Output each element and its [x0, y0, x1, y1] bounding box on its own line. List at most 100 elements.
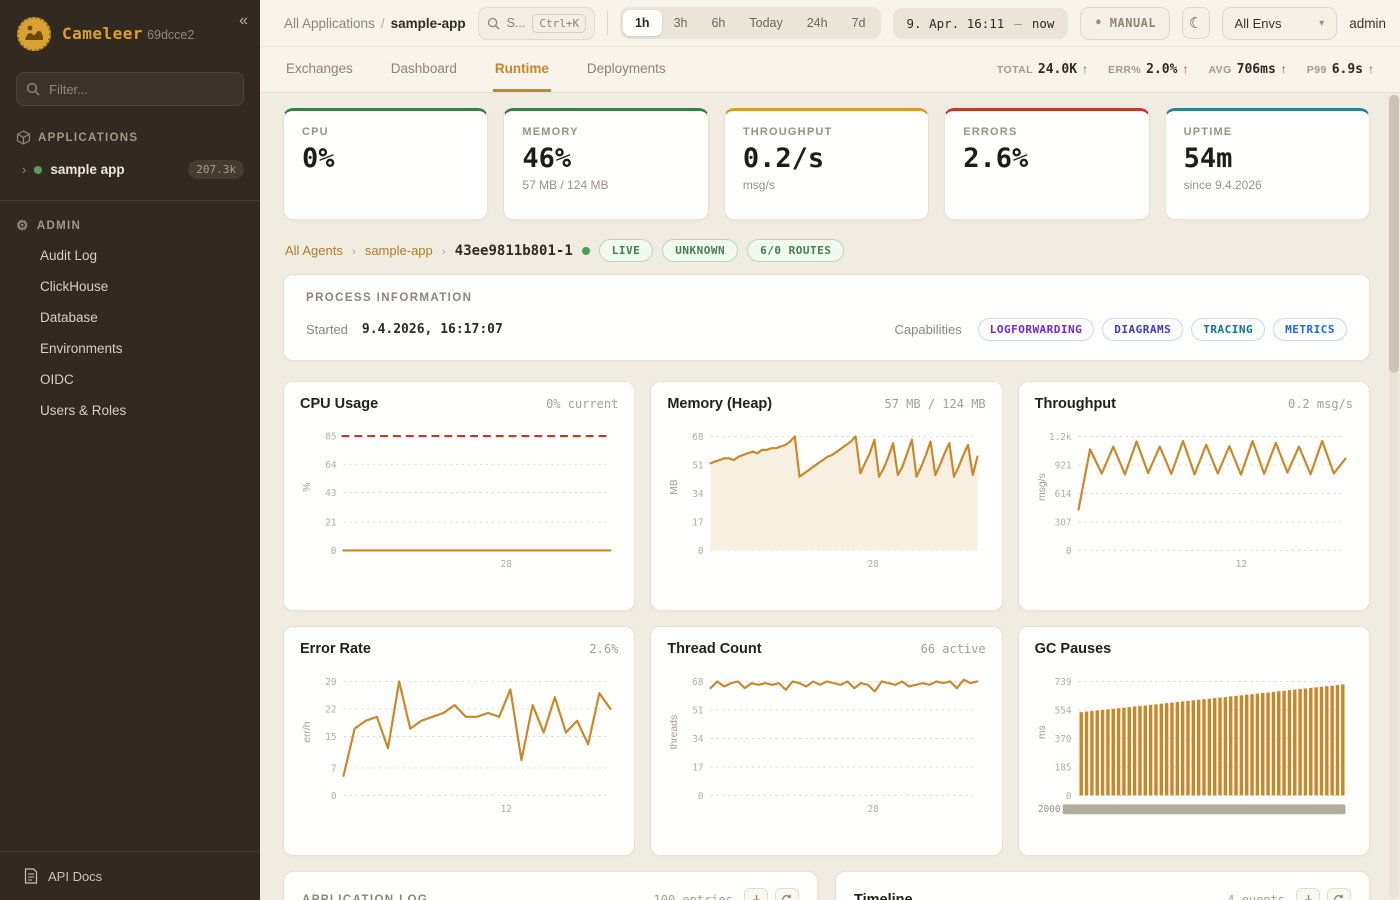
- agent-breadcrumb-bar: All Agents › sample-app › 43ee9811b801-1 LIVE…: [285, 239, 1370, 262]
- search-shortcut-kbd: Ctrl+K: [532, 13, 587, 33]
- breadcrumb-all-applications[interactable]: All Applications: [284, 15, 375, 31]
- range-separator: —: [1014, 15, 1022, 31]
- stat-total: TOTAL 24.0K ↑: [997, 62, 1088, 77]
- tab-dashboard[interactable]: Dashboard: [390, 60, 457, 76]
- sidebar-item-audit-log[interactable]: Audit Log: [40, 248, 98, 263]
- svg-text:err/h: err/h: [302, 721, 313, 743]
- chart-title: CPU Usage: [300, 396, 379, 412]
- api-docs-label: API Docs: [48, 868, 103, 884]
- stat-value: 6.9s: [1331, 62, 1363, 77]
- trend-up-icon: ↑: [1082, 62, 1089, 76]
- global-search-button[interactable]: S... Ctrl+K: [477, 6, 596, 40]
- chart-header: CPU Usage 0% current: [300, 396, 618, 412]
- agent-breadcrumb-sample-app[interactable]: sample-app: [364, 243, 433, 258]
- stat-label: TOTAL: [996, 64, 1033, 76]
- svg-text:0: 0: [1066, 546, 1072, 557]
- manual-refresh-button[interactable]: • MANUAL: [1080, 6, 1171, 40]
- application-log-panel: APPLICATION LOG 100 entries: [283, 871, 818, 900]
- sidebar-item-sample-app[interactable]: › sample app 207.3k: [0, 151, 260, 188]
- tab-deployments[interactable]: Deployments: [586, 60, 666, 76]
- capability-logforwarding: LOGFORWARDING: [977, 318, 1095, 341]
- range-7d[interactable]: 7d: [840, 10, 878, 36]
- summary-stats: TOTAL 24.0K ↑ ERR% 2.0% ↑ AVG 706ms ↑ P99 6.9s ↑: [997, 47, 1374, 92]
- metric-card-memory: MEMORY 46% 57 MB / 124 MB: [503, 108, 709, 220]
- metric-card-cpu: CPU 0%: [283, 108, 489, 220]
- sidebar-item-oidc[interactable]: OIDC: [40, 372, 74, 387]
- svg-text:43: 43: [325, 488, 336, 499]
- download-button[interactable]: [744, 888, 768, 900]
- range-today[interactable]: Today: [737, 10, 794, 36]
- svg-text:739: 739: [1054, 677, 1071, 688]
- topbar: All Applications / sample-app S... Ctrl+K …: [260, 0, 1400, 47]
- svg-text:ms: ms: [1037, 725, 1048, 739]
- metric-label: ERRORS: [963, 126, 1018, 138]
- sidebar-item-clickhouse[interactable]: ClickHouse: [40, 279, 109, 294]
- search-icon: [487, 17, 500, 30]
- status-dot-icon: [34, 165, 43, 174]
- gear-icon: ⚙: [16, 217, 30, 233]
- user-menu[interactable]: admin: [1349, 15, 1386, 31]
- svg-text:28: 28: [501, 559, 513, 570]
- sidebar-footer: API Docs: [0, 851, 260, 900]
- agent-badge-6-0-routes: 6/0 ROUTES: [747, 239, 845, 262]
- svg-text:34: 34: [693, 489, 705, 500]
- svg-text:17: 17: [693, 517, 704, 528]
- vertical-scrollbar[interactable]: [1389, 94, 1399, 898]
- tab-runtime[interactable]: Runtime: [492, 47, 551, 92]
- chevron-right-icon[interactable]: ›: [22, 162, 27, 177]
- chevron-right-icon: ›: [441, 243, 446, 258]
- svg-text:51: 51: [693, 705, 705, 716]
- chart-title: Memory (Heap): [667, 396, 773, 412]
- env-select[interactable]: All Envs ▾: [1221, 6, 1338, 40]
- sidebar-item-users-roles[interactable]: Users & Roles: [40, 403, 127, 418]
- chart-gc-pauses: GC Pauses ms 739 554 370 185 0 2000: [1017, 626, 1370, 856]
- metric-label: THROUGHPUT: [742, 126, 833, 138]
- applications-section-header: APPLICATIONS: [0, 124, 260, 151]
- admin-section-header: ⚙ ADMIN: [0, 211, 260, 240]
- range-24h[interactable]: 24h: [795, 10, 840, 36]
- svg-text:22: 22: [325, 704, 336, 715]
- search-icon: [26, 82, 40, 96]
- svg-text:614: 614: [1054, 489, 1071, 500]
- chart-plot: MB 68 51 34 17 0 28: [667, 414, 985, 580]
- svg-text:MB: MB: [669, 479, 680, 495]
- range-6h[interactable]: 6h: [699, 10, 737, 36]
- svg-text:12: 12: [1235, 559, 1246, 570]
- process-info-title: PROCESS INFORMATION: [306, 292, 473, 304]
- sidebar-collapse-button[interactable]: «: [239, 12, 248, 29]
- download-button[interactable]: [1296, 888, 1320, 900]
- content: CPU 0% MEMORY 46% 57 MB / 124 MB THROUGHPUT 0.…: [260, 93, 1400, 900]
- sidebar-item-database[interactable]: Database: [40, 310, 98, 325]
- time-range-display[interactable]: 9. Apr. 16:11 — now: [892, 7, 1069, 39]
- bottom-panels-row: APPLICATION LOG 100 entries Timeline 4 e…: [283, 871, 1370, 900]
- started-value: 9.4.2026, 16:17:07: [361, 322, 503, 337]
- refresh-button[interactable]: [775, 888, 799, 900]
- timeline-panel: Timeline 4 events: [835, 871, 1370, 900]
- metric-label: CPU: [302, 126, 329, 138]
- started-label: Started: [306, 322, 348, 337]
- refresh-button[interactable]: [1327, 888, 1351, 900]
- metric-label: UPTIME: [1183, 126, 1233, 138]
- tab-exchanges[interactable]: Exchanges: [286, 60, 353, 76]
- svg-text:34: 34: [693, 734, 705, 745]
- range-from: 9. Apr. 16:11: [906, 15, 1005, 31]
- chart-plot: % 85 64 43 21 0 28: [300, 414, 618, 580]
- live-dot-icon: [581, 246, 590, 255]
- theme-toggle-button[interactable]: ☾: [1182, 7, 1210, 39]
- sidebar-filter-input[interactable]: [16, 72, 244, 106]
- stat-value: 2.0%: [1146, 62, 1178, 77]
- sidebar-item-environments[interactable]: Environments: [40, 341, 123, 356]
- range-1h[interactable]: 1h: [622, 10, 662, 36]
- svg-text:7: 7: [331, 763, 337, 774]
- metric-card-throughput: THROUGHPUT 0.2/s msg/s: [723, 108, 930, 220]
- svg-text:0: 0: [331, 791, 337, 802]
- agent-breadcrumb-all-agents[interactable]: All Agents: [285, 243, 343, 258]
- range-to: now: [1031, 15, 1055, 31]
- chart-thread-count: Thread Count 66 active threads 68 51 34 17 0 28: [650, 626, 1003, 856]
- metric-value: 0%: [302, 143, 335, 174]
- range-3h[interactable]: 3h: [662, 10, 700, 36]
- sidebar-item-api-docs[interactable]: API Docs: [16, 868, 244, 884]
- chart-current-value: 2.6%: [589, 642, 619, 656]
- scrollbar-thumb[interactable]: [1389, 95, 1399, 373]
- svg-text:51: 51: [693, 460, 705, 471]
